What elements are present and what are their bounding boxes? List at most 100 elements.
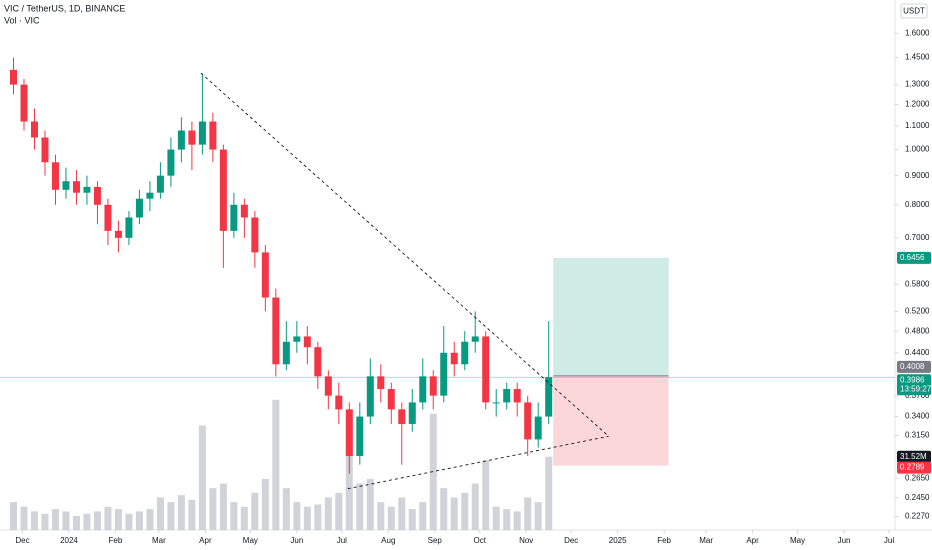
candle-body bbox=[366, 376, 374, 417]
candle-body bbox=[492, 402, 500, 404]
x-tick-label: Dec bbox=[564, 536, 578, 545]
volume-bar bbox=[398, 497, 406, 530]
candle-body bbox=[534, 416, 542, 440]
volume-bar bbox=[125, 513, 133, 530]
candle-body bbox=[272, 297, 280, 365]
volume-bar bbox=[324, 497, 332, 530]
target-tag bbox=[897, 251, 931, 264]
x-tick-label: 2025 bbox=[609, 536, 627, 545]
x-tick-label: Feb bbox=[109, 536, 123, 545]
volume-bar bbox=[293, 502, 301, 530]
candle-body bbox=[261, 252, 269, 298]
volume-bar bbox=[524, 497, 532, 530]
volume-bar bbox=[513, 511, 521, 530]
volume-bar bbox=[419, 502, 427, 530]
volume-bar bbox=[20, 506, 28, 530]
candle-body bbox=[135, 198, 143, 218]
chart-title: VIC / TetherUS, 1D, BINANCE bbox=[4, 3, 125, 13]
candle-body bbox=[408, 402, 416, 424]
volume-bar bbox=[545, 456, 553, 530]
candle-body bbox=[51, 162, 59, 190]
volume-bar bbox=[356, 483, 364, 530]
candle-body bbox=[156, 175, 164, 193]
x-tick-label: Jul bbox=[884, 536, 894, 545]
candle-body bbox=[93, 186, 101, 205]
y-tick-label: 1.2000 bbox=[905, 100, 930, 109]
candle-body bbox=[545, 377, 553, 417]
candle-body bbox=[513, 389, 521, 403]
volume-bar bbox=[209, 488, 217, 530]
volume-bar bbox=[387, 506, 395, 530]
entry-tag bbox=[897, 360, 931, 373]
candle-body bbox=[114, 230, 122, 238]
y-tick-label: 1.3000 bbox=[905, 80, 930, 89]
candle-body bbox=[314, 347, 322, 377]
currency-box[interactable] bbox=[900, 3, 928, 19]
volume-bar bbox=[62, 511, 70, 530]
currency-label[interactable]: USDT bbox=[903, 7, 925, 16]
volume-bar bbox=[440, 488, 448, 530]
volume-bar bbox=[9, 502, 17, 530]
volume-bar bbox=[167, 502, 175, 530]
candle-body bbox=[335, 395, 343, 410]
target-zone bbox=[553, 257, 669, 376]
volume-bar bbox=[366, 478, 374, 530]
candle-body bbox=[461, 341, 469, 365]
y-tick-label: 0.3150 bbox=[905, 431, 930, 440]
x-tick-label: Oct bbox=[474, 536, 487, 545]
x-tick-label: May bbox=[790, 536, 805, 545]
volume-bar bbox=[240, 506, 248, 530]
volume-bar bbox=[146, 509, 154, 530]
trend-line bbox=[347, 435, 609, 490]
volume-bar bbox=[482, 460, 490, 530]
candle-body bbox=[219, 149, 227, 231]
y-tick-label: 0.8000 bbox=[905, 200, 930, 209]
y-tick-label: 0.5200 bbox=[905, 307, 930, 316]
candle-body bbox=[324, 376, 332, 396]
candle-body bbox=[356, 416, 364, 456]
volume-bar bbox=[335, 492, 343, 530]
volume-bar bbox=[72, 516, 80, 530]
volume-bar bbox=[282, 488, 290, 530]
candle-body bbox=[177, 130, 185, 150]
candle-body bbox=[377, 376, 385, 390]
x-tick-label: Nov bbox=[519, 536, 533, 545]
x-tick-label: Jun bbox=[290, 536, 303, 545]
volume-legend: Vol · VIC bbox=[4, 15, 40, 25]
candle-body bbox=[398, 409, 406, 424]
x-tick-label: 2024 bbox=[60, 536, 78, 545]
y-tick-label: 1.4500 bbox=[905, 53, 930, 62]
candle-body bbox=[282, 341, 290, 365]
candle-body bbox=[167, 149, 175, 176]
y-tick-label: 0.2650 bbox=[905, 473, 930, 482]
candle-body bbox=[230, 204, 238, 231]
y-tick-label: 0.3400 bbox=[905, 412, 930, 421]
volume-bar bbox=[377, 502, 385, 530]
x-tick-label: Aug bbox=[381, 536, 395, 545]
candle-body bbox=[482, 336, 490, 403]
volume-bar bbox=[314, 504, 322, 530]
volume-bar bbox=[156, 497, 164, 530]
volume-bar bbox=[30, 511, 38, 530]
last-price-tag bbox=[897, 374, 931, 396]
candle-body bbox=[503, 389, 511, 403]
volume-bar bbox=[408, 509, 416, 530]
volume-bar bbox=[93, 511, 101, 530]
volume-bar bbox=[492, 506, 500, 530]
candle-body bbox=[429, 376, 437, 396]
volume-tag-label: 31.52M bbox=[900, 452, 927, 461]
stop-tag bbox=[897, 461, 931, 474]
countdown: 13:59:27 bbox=[900, 384, 932, 393]
volume-bar bbox=[345, 448, 353, 530]
candle-body bbox=[240, 204, 248, 218]
volume-bar bbox=[534, 502, 542, 530]
x-tick-label: Apr bbox=[746, 536, 759, 545]
candle-body bbox=[83, 186, 91, 193]
volume-tag bbox=[897, 450, 931, 463]
y-tick-label: 0.4400 bbox=[905, 348, 930, 357]
stop-zone bbox=[553, 375, 669, 466]
y-tick-label: 1.0000 bbox=[905, 145, 930, 154]
y-tick-label: 0.2450 bbox=[905, 493, 930, 502]
candle-body bbox=[104, 204, 112, 231]
